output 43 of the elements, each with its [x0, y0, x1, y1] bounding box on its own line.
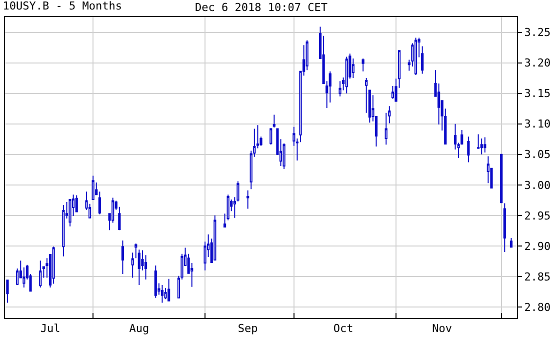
candlestick — [62, 204, 65, 257]
candlestick — [362, 58, 364, 72]
candlestick — [282, 142, 286, 170]
y-tick-label: 3.05 — [524, 148, 551, 162]
y-tick-label: 2.80 — [524, 300, 551, 314]
candlestick — [338, 80, 342, 97]
candlestick — [131, 252, 134, 278]
candlestick — [52, 246, 55, 284]
candlestick — [168, 278, 170, 302]
candlestick — [75, 194, 78, 212]
candlestick — [500, 154, 503, 204]
candlestick — [154, 264, 157, 298]
x-tick-label: Nov — [432, 322, 452, 336]
candlestick — [272, 114, 276, 128]
y-tick-label: 3.20 — [524, 56, 551, 70]
y-tick-label: 3.00 — [524, 178, 551, 192]
y-tick-label: 3.25 — [524, 26, 551, 40]
y-tick-label: 2.90 — [524, 240, 551, 253]
candlestick — [121, 240, 124, 275]
candlestick — [467, 136, 470, 163]
chart-subtitle: Dec 6 2018 10:07 CET — [195, 1, 328, 14]
candlestick — [246, 190, 250, 210]
candlestick — [6, 280, 9, 304]
candlestick — [480, 138, 483, 155]
x-tick-label: Jul — [40, 322, 60, 336]
chart-title: 10USY.B - 5 Months — [2, 0, 122, 12]
x-tick-label: Oct — [333, 322, 354, 336]
x-tick-label: Sep — [238, 322, 258, 336]
candlestick — [214, 214, 216, 260]
y-tick-label: 3.10 — [524, 118, 551, 131]
candlestick — [345, 56, 348, 94]
y-tick-label: 3.15 — [524, 87, 551, 100]
candlestick — [510, 238, 513, 248]
candlestick — [270, 128, 272, 146]
y-tick-label: 2.95 — [524, 209, 551, 222]
y-tick-label: 2.85 — [524, 270, 551, 284]
candlestick — [484, 136, 486, 154]
candlestick — [503, 202, 506, 253]
candlestick — [160, 284, 164, 304]
candlestick — [414, 37, 418, 76]
candlestick — [92, 175, 94, 200]
candlestick — [39, 260, 42, 288]
x-tick-label: Aug — [129, 322, 150, 336]
